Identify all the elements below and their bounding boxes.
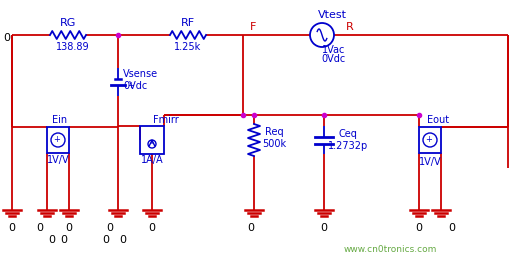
Text: Vtest: Vtest [317, 10, 346, 20]
Text: 0: 0 [448, 223, 455, 233]
Text: 1V/V: 1V/V [418, 157, 441, 167]
Text: Fmirr: Fmirr [153, 115, 179, 125]
Text: 0: 0 [36, 223, 44, 233]
Text: Vsense: Vsense [122, 69, 158, 79]
Text: 0Vdc: 0Vdc [123, 81, 147, 91]
Text: Eout: Eout [427, 115, 449, 125]
Bar [47, 127, 69, 153]
Text: 0: 0 [8, 223, 15, 233]
Text: +: + [426, 135, 433, 144]
Text: RF: RF [181, 18, 195, 28]
Text: 0: 0 [61, 235, 67, 245]
Text: 0: 0 [149, 223, 155, 233]
Text: +: + [54, 135, 61, 144]
Text: 1A/A: 1A/A [141, 155, 163, 165]
Text: 0Vdc: 0Vdc [322, 54, 346, 64]
Bar [419, 127, 441, 153]
Text: R: R [346, 22, 354, 32]
Text: Req: Req [265, 127, 284, 137]
Text: 0: 0 [102, 235, 110, 245]
Text: 138.89: 138.89 [56, 42, 90, 52]
Text: 0: 0 [248, 223, 255, 233]
Text: 1.25k: 1.25k [174, 42, 202, 52]
Text: 0: 0 [3, 33, 10, 43]
Text: 1V/V: 1V/V [47, 155, 70, 165]
Text: 0: 0 [48, 235, 55, 245]
Text: RG: RG [60, 18, 76, 28]
Text: 0: 0 [320, 223, 327, 233]
Text: Ein: Ein [53, 115, 67, 125]
Text: 0: 0 [65, 223, 73, 233]
Text: 0: 0 [415, 223, 423, 233]
Text: 0: 0 [106, 223, 113, 233]
Text: F: F [250, 22, 256, 32]
Text: 500k: 500k [262, 139, 286, 149]
Text: 0: 0 [120, 235, 126, 245]
Text: +: + [127, 80, 134, 89]
Text: Ceq: Ceq [338, 129, 357, 139]
Text: 1Vac: 1Vac [323, 45, 346, 55]
Text: 1.2732p: 1.2732p [328, 141, 368, 151]
Bar [140, 126, 164, 154]
Text: www.cn0tronics.com: www.cn0tronics.com [343, 245, 437, 254]
